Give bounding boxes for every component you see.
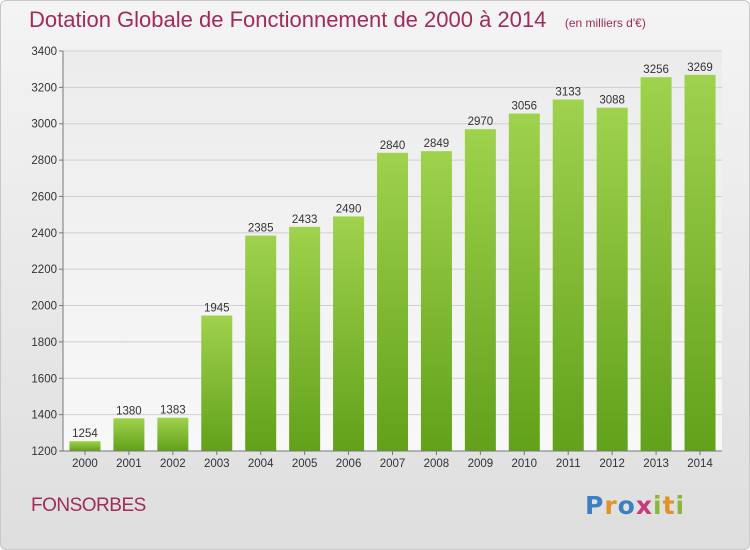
value-label: 2970 [468, 116, 494, 128]
x-axis: 2000 2001 2002 2003 2004 2005 2006 2007 2008 2009… [63, 450, 722, 470]
y-tick-label: 3200 [31, 82, 57, 94]
x-tick-label: 2014 [687, 458, 713, 470]
x-tick-label: 2002 [160, 458, 186, 470]
brand-logo[interactable]: Proxiti [585, 491, 686, 520]
value-label: 2433 [292, 214, 318, 226]
x-tick-label: 2006 [336, 458, 362, 470]
x-tick-label: 2012 [599, 458, 625, 470]
x-tick-label: 2003 [204, 458, 230, 470]
x-tick-label: 2013 [643, 458, 669, 470]
value-label: 1254 [72, 428, 98, 440]
x-tick-label: 2004 [248, 458, 274, 470]
x-tick-label: 2009 [468, 458, 494, 470]
bar-2004[interactable] [245, 235, 277, 451]
bars [69, 74, 716, 452]
chart-subtitle: (en milliers d'€) [564, 16, 646, 30]
y-tick-label: 1600 [31, 373, 57, 385]
bar-2005[interactable] [289, 226, 321, 451]
value-label: 3269 [687, 62, 713, 74]
y-tick-label: 2800 [31, 155, 57, 167]
bar-2009[interactable] [464, 129, 496, 451]
value-label: 1380 [116, 405, 142, 417]
y-tick-label: 2000 [31, 301, 57, 313]
y-tick-label: 1400 [31, 410, 57, 422]
bar-2002[interactable] [157, 417, 189, 451]
value-label: 3133 [555, 87, 581, 99]
x-tick-label: 2008 [424, 458, 450, 470]
value-label: 2849 [424, 138, 450, 150]
title-row: Dotation Globale de Fonctionnement de 20… [29, 7, 646, 33]
x-tick-label: 2007 [380, 458, 406, 470]
value-label: 3256 [643, 64, 669, 76]
bar-2000[interactable] [69, 441, 101, 451]
bar-2012[interactable] [596, 107, 628, 452]
commune-name: FONSORBES [31, 495, 146, 516]
y-axis: 1200 1400 1600 1800 2000 2200 2400 2600 2800 3000… [31, 46, 64, 458]
bar-2007[interactable] [377, 152, 408, 451]
value-labels: 1254 1380 1383 1945 2385 2433 2490 2840 2849 2970… [72, 62, 713, 440]
value-label: 2385 [248, 223, 274, 235]
bar-2006[interactable] [333, 216, 365, 451]
bar-2001[interactable] [113, 418, 145, 451]
y-tick-label: 3400 [31, 46, 57, 58]
x-tick-label: 2010 [512, 458, 538, 470]
x-tick-label: 2000 [72, 458, 98, 470]
y-tick-label: 1200 [31, 446, 57, 458]
x-tick-label: 2005 [292, 458, 318, 470]
y-tick-label: 3000 [31, 119, 57, 131]
bar-2010[interactable] [508, 113, 540, 451]
bar-2003[interactable] [201, 315, 233, 451]
bar-2011[interactable] [552, 99, 584, 451]
y-tick-label: 2200 [31, 264, 57, 276]
value-label: 3088 [599, 95, 625, 107]
bar-2013[interactable] [640, 77, 672, 451]
x-tick-label: 2011 [556, 458, 581, 470]
bar-2008[interactable] [420, 151, 452, 451]
bar-2014[interactable] [684, 74, 716, 452]
value-label: 1383 [160, 405, 186, 417]
y-tick-label: 1800 [31, 337, 57, 349]
y-tick-label: 2400 [31, 228, 57, 240]
value-label: 1945 [204, 303, 230, 315]
x-tick-label: 2001 [116, 458, 142, 470]
y-tick-label: 2600 [31, 191, 57, 203]
value-label: 2490 [336, 203, 362, 215]
value-label: 2840 [380, 140, 406, 152]
chart-title: Dotation Globale de Fonctionnement de 20… [29, 7, 547, 32]
value-label: 3056 [512, 101, 538, 113]
